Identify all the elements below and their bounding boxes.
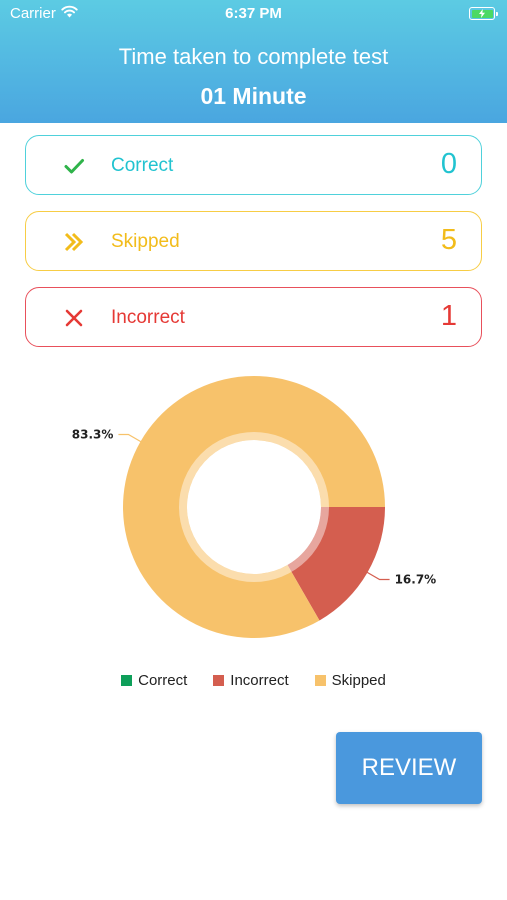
- donut-slice-skipped: [122, 376, 385, 638]
- donut-chart-svg: 16.7% 83.3%: [72, 376, 437, 638]
- legend-swatch-skipped: [314, 675, 326, 686]
- leader-line-skipped: [118, 433, 147, 446]
- legend-label-skipped: Skipped: [331, 672, 386, 689]
- skipped-label: Skipped: [111, 231, 180, 252]
- carrier-group: Carrier: [10, 5, 78, 22]
- wifi-icon: [61, 5, 78, 22]
- double-chevron-right-icon: [62, 230, 86, 254]
- donut-slice-incorrect: [287, 507, 385, 621]
- correct-count: 0: [440, 148, 457, 180]
- legend-item-correct: Correct: [121, 672, 187, 689]
- legend-swatch-correct: [121, 675, 133, 686]
- legend-label-correct: Correct: [138, 672, 188, 689]
- legend-swatch-incorrect: [213, 675, 225, 686]
- status-bar: Carrier 6:37 PM: [0, 0, 507, 28]
- leader-line-incorrect: [361, 568, 390, 581]
- incorrect-count: 1: [440, 300, 457, 332]
- review-button[interactable]: REVIEW: [336, 732, 482, 804]
- header-title: Time taken to complete test: [118, 44, 389, 69]
- incorrect-label: Incorrect: [111, 307, 185, 328]
- results-donut-chart: 16.7% 83.3%: [0, 360, 507, 660]
- battery-icon: [469, 7, 498, 20]
- correct-card: Correct 0: [25, 135, 482, 195]
- correct-label: Correct: [111, 155, 174, 176]
- status-time: 6:37 PM: [225, 5, 282, 22]
- skipped-card: Skipped 5: [25, 211, 482, 271]
- legend-item-incorrect: Incorrect: [213, 672, 289, 689]
- percent-label-incorrect: 16.7%: [395, 573, 437, 587]
- skipped-count: 5: [440, 224, 457, 256]
- chart-legend: Correct Incorrect Skipped: [0, 672, 507, 689]
- incorrect-card: Incorrect 1: [25, 287, 482, 347]
- header: Carrier 6:37 PM Time taken to complete t…: [0, 0, 507, 123]
- legend-item-skipped: Skipped: [314, 672, 386, 689]
- legend-label-incorrect: Incorrect: [230, 672, 289, 689]
- carrier-label: Carrier: [10, 5, 56, 22]
- percent-label-skipped: 83.3%: [72, 428, 114, 442]
- close-icon: [62, 306, 86, 330]
- check-icon: [62, 154, 86, 178]
- donut-inner-halo: [179, 432, 329, 582]
- time-taken-value: 01 Minute: [200, 83, 307, 109]
